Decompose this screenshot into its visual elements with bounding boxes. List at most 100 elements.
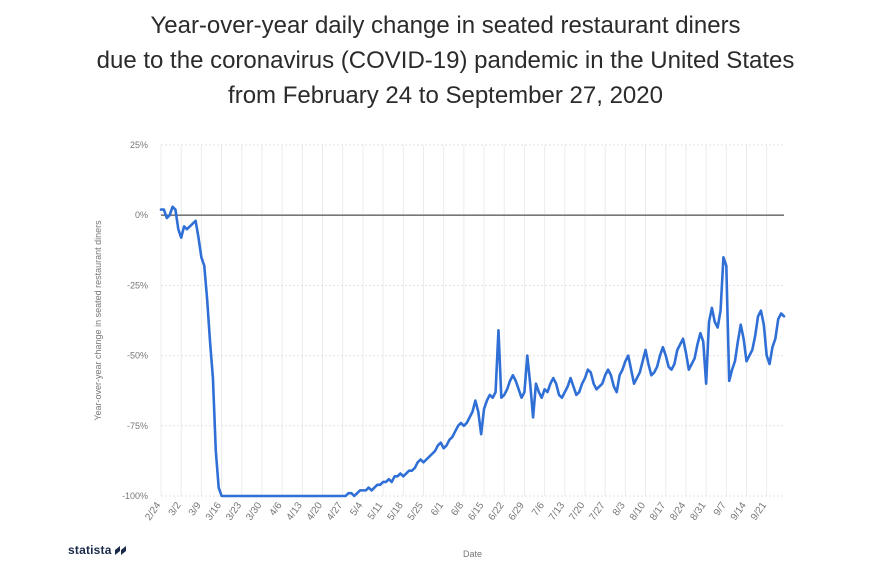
data-point xyxy=(627,354,629,356)
data-point xyxy=(656,366,658,368)
data-point xyxy=(356,492,358,494)
data-point xyxy=(679,343,681,345)
data-point xyxy=(670,368,672,370)
series xyxy=(159,205,786,498)
x-tick-label: 8/17 xyxy=(648,500,668,523)
data-point xyxy=(618,374,620,376)
data-point xyxy=(333,495,335,497)
data-point xyxy=(711,307,713,309)
data-point xyxy=(474,399,476,401)
data-point xyxy=(535,382,537,384)
y-tick-label: -25% xyxy=(127,280,148,290)
data-point xyxy=(249,495,251,497)
data-point xyxy=(168,214,170,216)
data-point xyxy=(740,324,742,326)
x-tick-label: 5/4 xyxy=(348,500,365,518)
data-point xyxy=(541,397,543,399)
data-point xyxy=(281,495,283,497)
data-point xyxy=(342,495,344,497)
data-point xyxy=(745,360,747,362)
data-point xyxy=(290,495,292,497)
y-tick-label: 0% xyxy=(135,210,148,220)
x-tick-label: 6/15 xyxy=(466,500,486,523)
data-point xyxy=(287,495,289,497)
data-point xyxy=(696,343,698,345)
data-point xyxy=(751,349,753,351)
x-tick-label: 9/7 xyxy=(712,500,729,518)
data-point xyxy=(241,495,243,497)
data-point xyxy=(313,495,315,497)
data-point xyxy=(373,486,375,488)
data-point xyxy=(587,368,589,370)
data-point xyxy=(714,321,716,323)
data-point xyxy=(546,391,548,393)
data-point xyxy=(673,363,675,365)
x-tick-label: 6/1 xyxy=(429,500,446,518)
x-tick-label: 3/30 xyxy=(244,500,264,523)
data-point xyxy=(295,495,297,497)
x-axis-label: Date xyxy=(463,549,482,559)
data-point xyxy=(301,495,303,497)
data-point xyxy=(215,450,217,452)
data-point xyxy=(177,228,179,230)
series-line xyxy=(159,205,786,498)
data-point xyxy=(226,495,228,497)
data-point xyxy=(189,225,191,227)
data-point xyxy=(359,489,361,491)
data-point xyxy=(592,382,594,384)
data-point xyxy=(232,495,234,497)
brand-name: statista xyxy=(68,543,112,557)
title-line-1: Year-over-year daily change in seated re… xyxy=(150,12,741,39)
data-point xyxy=(192,222,194,224)
data-point xyxy=(321,495,323,497)
data-point xyxy=(734,360,736,362)
data-point xyxy=(742,338,744,340)
data-point xyxy=(517,388,519,390)
statista-logo: statista xyxy=(68,543,126,557)
data-point xyxy=(523,391,525,393)
data-point xyxy=(376,484,378,486)
data-point xyxy=(431,453,433,455)
chart-title: Year-over-year daily change in seated re… xyxy=(0,8,891,113)
data-point xyxy=(515,380,517,382)
data-point xyxy=(595,388,597,390)
data-point xyxy=(737,340,739,342)
data-point xyxy=(246,495,248,497)
x-tick-label: 3/16 xyxy=(204,500,224,523)
data-point xyxy=(566,385,568,387)
data-point xyxy=(197,236,199,238)
data-point xyxy=(699,332,701,334)
data-point xyxy=(238,495,240,497)
data-point xyxy=(203,265,205,267)
data-point xyxy=(662,346,664,348)
data-point xyxy=(229,495,231,497)
data-point xyxy=(243,495,245,497)
data-point xyxy=(561,397,563,399)
data-point xyxy=(549,382,551,384)
data-point xyxy=(166,217,168,219)
x-tick-label: 2/24 xyxy=(143,500,163,523)
data-point xyxy=(399,472,401,474)
data-point xyxy=(765,354,767,356)
data-point xyxy=(693,357,695,359)
data-point xyxy=(223,495,225,497)
x-tick-label: 6/29 xyxy=(507,500,527,523)
data-point xyxy=(644,349,646,351)
data-point xyxy=(419,458,421,460)
data-point xyxy=(722,256,724,258)
data-point xyxy=(757,315,759,317)
data-point xyxy=(200,256,202,258)
data-point xyxy=(639,371,641,373)
data-point xyxy=(186,228,188,230)
data-point xyxy=(367,486,369,488)
data-point xyxy=(719,309,721,311)
data-point xyxy=(705,382,707,384)
data-point xyxy=(316,495,318,497)
data-point xyxy=(512,374,514,376)
data-point xyxy=(370,489,372,491)
data-point xyxy=(379,484,381,486)
data-point xyxy=(581,382,583,384)
data-point xyxy=(310,495,312,497)
data-point xyxy=(264,495,266,497)
